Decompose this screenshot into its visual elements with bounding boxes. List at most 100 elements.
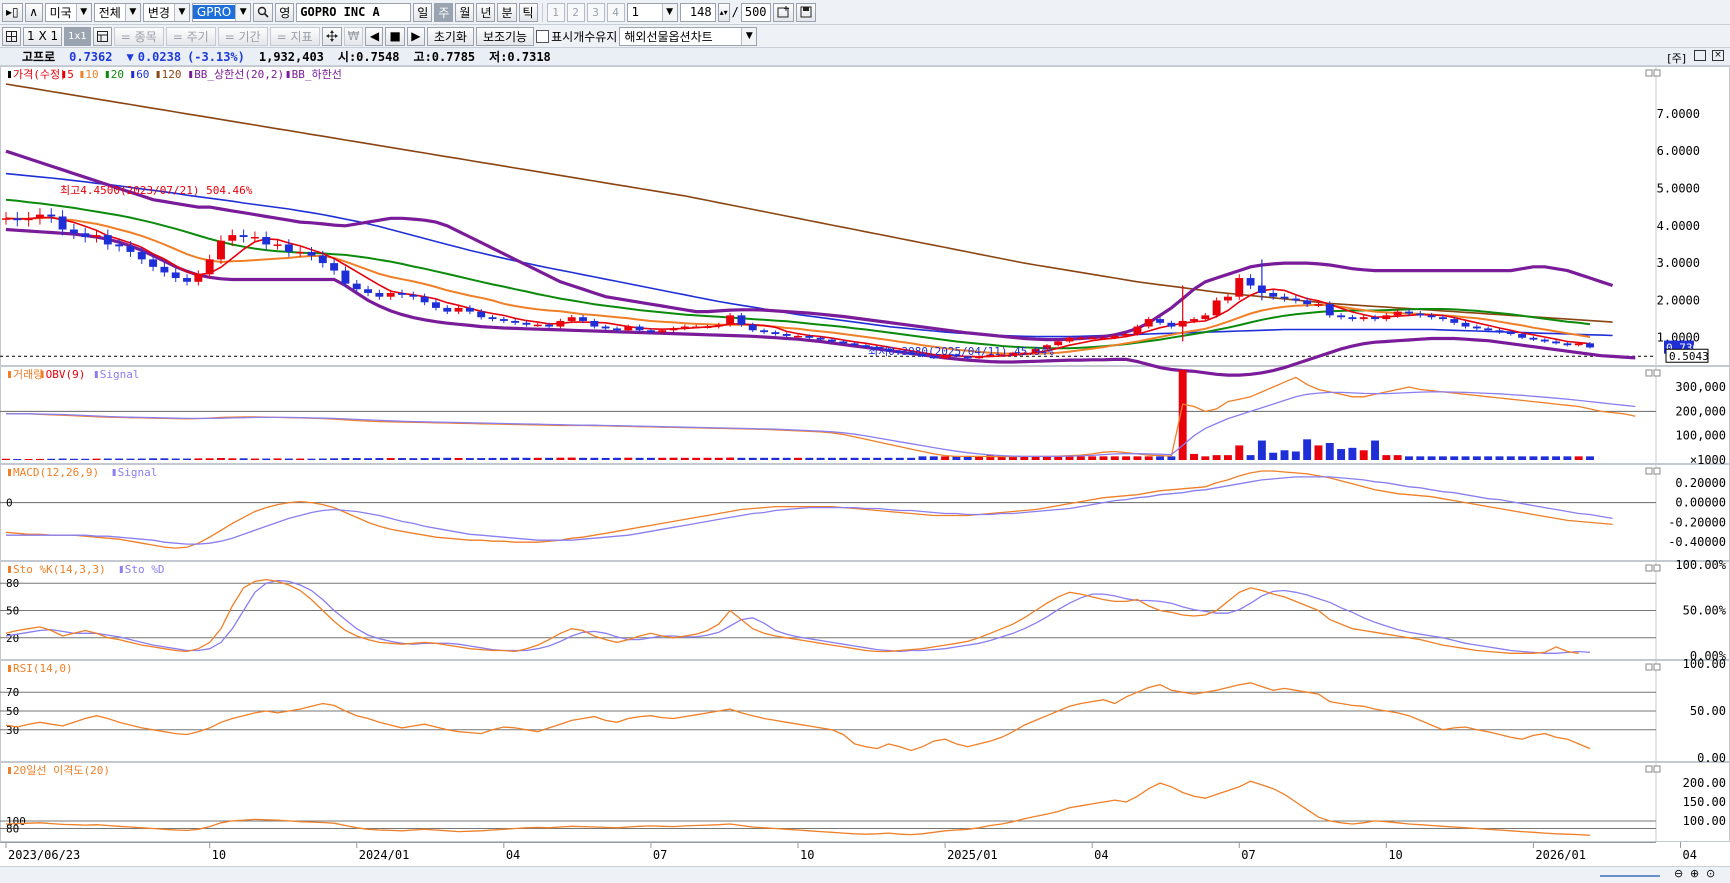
- legend-label: BB_하한선: [292, 67, 342, 81]
- x-axis-label: 04: [1683, 848, 1697, 862]
- count-select[interactable]: 1 ▼: [626, 2, 678, 22]
- volume-bar: [1484, 456, 1493, 460]
- num-2-button[interactable]: 2: [566, 2, 585, 22]
- sync-range-button[interactable]: = 기간: [217, 26, 268, 46]
- table-view-button[interactable]: [92, 26, 112, 46]
- candle-body: [760, 330, 769, 333]
- candle-body: [307, 251, 316, 256]
- candle-body: [386, 292, 395, 297]
- volume-bar: [805, 457, 814, 460]
- chart-type-select[interactable]: 해외선물옵션차트 ▼: [619, 26, 758, 46]
- volume-bar: [13, 459, 22, 461]
- add-window-icon: [777, 6, 789, 18]
- sync-symbol-button[interactable]: = 종목: [113, 26, 164, 46]
- count-stepper[interactable]: ▴▾: [717, 2, 730, 22]
- candle-body: [1031, 348, 1040, 353]
- save-button[interactable]: [795, 2, 816, 22]
- candle-body: [296, 251, 305, 254]
- expand-button[interactable]: ▸▯: [2, 2, 23, 22]
- volume-bar: [171, 458, 180, 460]
- num-4-button[interactable]: 4: [606, 2, 625, 22]
- legend-label: Signal: [100, 368, 140, 381]
- english-toggle[interactable]: 영: [275, 2, 295, 22]
- change-arrow: ▼: [126, 49, 134, 64]
- market-select[interactable]: 미국 ▼: [44, 2, 92, 22]
- candle-body: [1280, 296, 1289, 299]
- layout-1x1-label[interactable]: 1 X 1: [23, 26, 63, 46]
- volume-bar: [1314, 445, 1323, 460]
- collapse-button[interactable]: ∧: [24, 2, 43, 22]
- panel-close-icon: [1653, 564, 1661, 572]
- volume-bar: [24, 459, 33, 461]
- reference-price-label: 0.5043: [1669, 350, 1709, 363]
- currency-button[interactable]: ₩: [343, 26, 364, 46]
- scope-select[interactable]: 전체 ▼: [93, 2, 141, 22]
- candle-body: [115, 244, 124, 247]
- symbol-input[interactable]: GPRO: [192, 5, 236, 19]
- zoom-slider[interactable]: [1600, 869, 1660, 877]
- symbol-select[interactable]: GPRO ▼: [191, 2, 252, 22]
- stop-icon: ■: [389, 29, 401, 43]
- period-minute[interactable]: 분: [497, 2, 517, 22]
- bb-upper-line: [5, 149, 1614, 342]
- period-year[interactable]: 년: [476, 2, 496, 22]
- period-tick[interactable]: 틱: [518, 2, 538, 22]
- reset-button[interactable]: 초기화: [426, 26, 474, 46]
- close-window-button[interactable]: ×: [1712, 50, 1724, 61]
- stoch-axis-tick: 50.00%: [1683, 604, 1727, 618]
- chart-type-value: 해외선물옵션차트: [624, 29, 713, 44]
- count-select-value: 1: [631, 5, 640, 19]
- volume-bar: [624, 457, 633, 460]
- save-icon: [800, 6, 812, 18]
- legend-swatch: [286, 71, 290, 78]
- volume-bar: [975, 456, 983, 460]
- zoom-out-icon[interactable]: ⊖: [1674, 867, 1684, 880]
- period-month[interactable]: 월: [455, 2, 475, 22]
- price-change-percent: (-3.13%): [187, 49, 245, 64]
- scroll-right-button[interactable]: ▶: [406, 26, 425, 46]
- change-select[interactable]: 변경 ▼: [142, 2, 190, 22]
- price-axis-tick: 3.0000: [1657, 256, 1700, 270]
- volume-bar: [1246, 455, 1255, 460]
- volume-bar: [522, 457, 531, 460]
- volume-bar: [1009, 456, 1017, 460]
- keep-count-checkbox[interactable]: 표시개수유지: [536, 28, 617, 45]
- scroll-left-button[interactable]: ◀: [365, 26, 384, 46]
- volume-bar: [816, 457, 825, 460]
- sync-indicator-button[interactable]: = 지표: [269, 26, 320, 46]
- period-day[interactable]: 일: [413, 2, 433, 22]
- num-1-button[interactable]: 1: [546, 2, 565, 22]
- zoom-fit-icon[interactable]: ⊙: [1706, 867, 1716, 880]
- grid-layout-button[interactable]: [2, 26, 21, 46]
- stop-button[interactable]: ■: [385, 26, 405, 46]
- volume-bar: [1382, 455, 1391, 460]
- max-count-input[interactable]: 500: [740, 2, 771, 22]
- zoom-in-icon[interactable]: ⊕: [1690, 867, 1700, 880]
- num-3-button[interactable]: 3: [586, 2, 605, 22]
- add-window-button[interactable]: [772, 2, 794, 22]
- checkbox-box[interactable]: [536, 29, 550, 43]
- panel-close-icon: [1653, 765, 1661, 773]
- bb-lower-line: [5, 227, 1636, 377]
- stock-name-field[interactable]: GOPRO INC A: [296, 2, 412, 22]
- volume-bar: [1325, 442, 1334, 460]
- move-button[interactable]: [321, 26, 342, 46]
- restore-window-button[interactable]: [1694, 50, 1706, 61]
- legend-swatch: [8, 469, 11, 476]
- sync-period-button[interactable]: = 주기: [165, 26, 216, 46]
- panel-close-icon: [1653, 467, 1661, 475]
- period-indicator[interactable]: [주]: [1667, 52, 1686, 65]
- period-week[interactable]: 주: [434, 2, 454, 22]
- volume-axis-tick: 200,000: [1675, 404, 1726, 418]
- macd-signal-line: [6, 476, 1613, 545]
- volume-bar: [205, 458, 214, 460]
- search-icon: [258, 6, 269, 18]
- search-button[interactable]: [253, 2, 274, 22]
- aux-function-button[interactable]: 보조기능: [475, 26, 535, 46]
- layout-1x1-button[interactable]: 1x1: [64, 26, 91, 46]
- candle-body: [341, 270, 350, 284]
- count-input[interactable]: 148: [679, 2, 716, 22]
- candle-body: [1359, 317, 1368, 320]
- count-slash: /: [731, 5, 739, 19]
